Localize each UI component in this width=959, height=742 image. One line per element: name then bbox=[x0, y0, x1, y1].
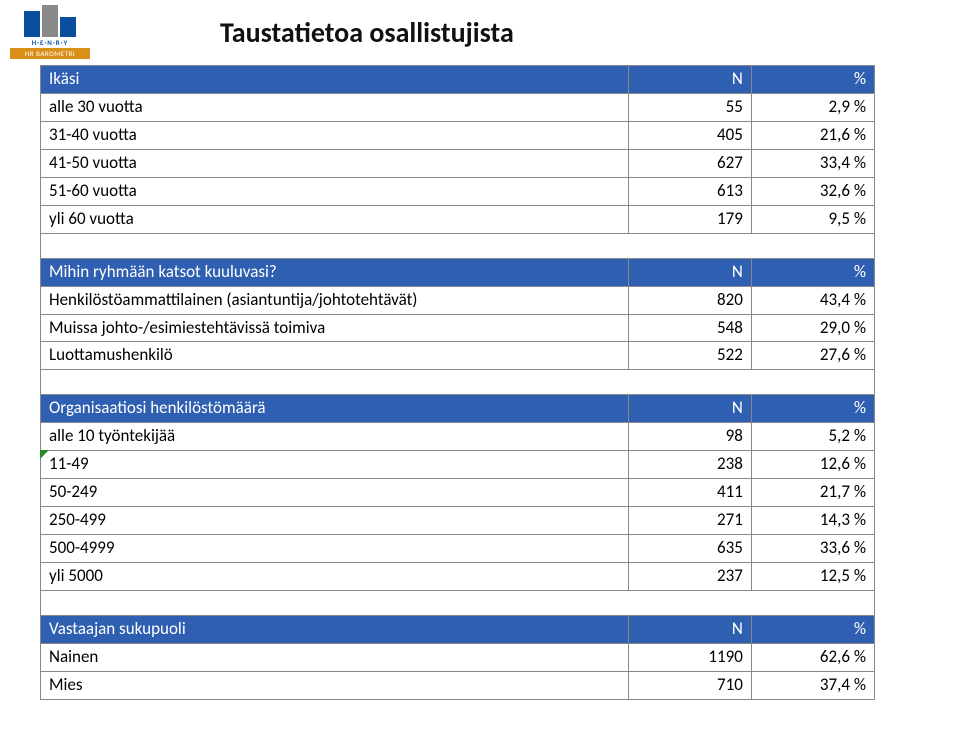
row-n: 271 bbox=[628, 507, 751, 535]
blank-row bbox=[41, 233, 875, 258]
row-pct: 21,6 % bbox=[751, 121, 874, 149]
table-row: Henkilöstöammattilainen (asiantuntija/jo… bbox=[41, 286, 875, 314]
logo-brand: H·E·N·R·Y bbox=[10, 38, 90, 47]
header-n: N bbox=[628, 258, 751, 286]
table-row: yli 60 vuotta1799,5 % bbox=[41, 205, 875, 233]
table-row: 250-49927114,3 % bbox=[41, 507, 875, 535]
row-label: 11-49 bbox=[41, 451, 629, 479]
table-row: Muissa johto-/esimiestehtävissä toimiva5… bbox=[41, 314, 875, 342]
header-pct: % bbox=[751, 258, 874, 286]
logo-tag: HR BAROMETRI bbox=[10, 48, 90, 59]
row-n: 548 bbox=[628, 314, 751, 342]
row-pct: 37,4 % bbox=[751, 671, 874, 699]
header-n: N bbox=[628, 66, 751, 94]
page-title: Taustatietoa osallistujista bbox=[220, 15, 514, 50]
row-n: 635 bbox=[628, 535, 751, 563]
table-row: Nainen119062,6 % bbox=[41, 643, 875, 671]
row-n: 237 bbox=[628, 563, 751, 591]
row-n: 179 bbox=[628, 205, 751, 233]
row-pct: 27,6 % bbox=[751, 342, 874, 370]
row-pct: 5,2 % bbox=[751, 423, 874, 451]
logo-bar bbox=[24, 11, 40, 37]
header-n: N bbox=[628, 615, 751, 643]
header-pct: % bbox=[751, 66, 874, 94]
row-label: Henkilöstöammattilainen (asiantuntija/jo… bbox=[41, 286, 629, 314]
row-label: 250-499 bbox=[41, 507, 629, 535]
row-pct: 21,7 % bbox=[751, 479, 874, 507]
row-label: 41-50 vuotta bbox=[41, 149, 629, 177]
blank-cell bbox=[41, 233, 875, 258]
row-label: Luottamushenkilö bbox=[41, 342, 629, 370]
row-pct: 9,5 % bbox=[751, 205, 874, 233]
row-n: 627 bbox=[628, 149, 751, 177]
section-header: IkäsiN% bbox=[41, 66, 875, 94]
logo: H·E·N·R·Y HR BAROMETRI bbox=[10, 5, 90, 59]
row-n: 98 bbox=[628, 423, 751, 451]
table-row: 500-499963533,6 % bbox=[41, 535, 875, 563]
table-row: alle 10 työntekijää985,2 % bbox=[41, 423, 875, 451]
row-label: 31-40 vuotta bbox=[41, 121, 629, 149]
row-label: Nainen bbox=[41, 643, 629, 671]
blank-cell bbox=[41, 590, 875, 615]
row-label: yli 5000 bbox=[41, 563, 629, 591]
table-row: 50-24941121,7 % bbox=[41, 479, 875, 507]
row-label: yli 60 vuotta bbox=[41, 205, 629, 233]
table-row: 11-4923812,6 % bbox=[41, 451, 875, 479]
table-row: alle 30 vuotta552,9 % bbox=[41, 93, 875, 121]
row-pct: 29,0 % bbox=[751, 314, 874, 342]
row-label: alle 30 vuotta bbox=[41, 93, 629, 121]
section-header: Vastaajan sukupuoliN% bbox=[41, 615, 875, 643]
row-pct: 14,3 % bbox=[751, 507, 874, 535]
section-header: Mihin ryhmään katsot kuuluvasi?N% bbox=[41, 258, 875, 286]
table-row: 41-50 vuotta62733,4 % bbox=[41, 149, 875, 177]
header-n: N bbox=[628, 395, 751, 423]
logo-bars bbox=[10, 5, 90, 37]
row-pct: 12,5 % bbox=[751, 563, 874, 591]
row-label: alle 10 työntekijää bbox=[41, 423, 629, 451]
section-header: Organisaatiosi henkilöstömääräN% bbox=[41, 395, 875, 423]
row-n: 820 bbox=[628, 286, 751, 314]
data-table: IkäsiN%alle 30 vuotta552,9 %31-40 vuotta… bbox=[40, 65, 875, 700]
row-pct: 43,4 % bbox=[751, 286, 874, 314]
table-row: Luottamushenkilö52227,6 % bbox=[41, 342, 875, 370]
header-pct: % bbox=[751, 395, 874, 423]
logo-bar bbox=[42, 5, 58, 37]
row-n: 613 bbox=[628, 177, 751, 205]
row-n: 522 bbox=[628, 342, 751, 370]
row-n: 710 bbox=[628, 671, 751, 699]
row-n: 405 bbox=[628, 121, 751, 149]
header-label: Mihin ryhmään katsot kuuluvasi? bbox=[41, 258, 629, 286]
row-pct: 32,6 % bbox=[751, 177, 874, 205]
row-n: 411 bbox=[628, 479, 751, 507]
row-n: 1190 bbox=[628, 643, 751, 671]
row-pct: 62,6 % bbox=[751, 643, 874, 671]
row-label: Mies bbox=[41, 671, 629, 699]
header-label: Organisaatiosi henkilöstömäärä bbox=[41, 395, 629, 423]
table-row: 31-40 vuotta40521,6 % bbox=[41, 121, 875, 149]
row-pct: 2,9 % bbox=[751, 93, 874, 121]
table-row: 51-60 vuotta61332,6 % bbox=[41, 177, 875, 205]
row-n: 238 bbox=[628, 451, 751, 479]
blank-row bbox=[41, 370, 875, 395]
logo-bar bbox=[60, 17, 76, 37]
header-label: Vastaajan sukupuoli bbox=[41, 615, 629, 643]
row-label: 500-4999 bbox=[41, 535, 629, 563]
row-pct: 12,6 % bbox=[751, 451, 874, 479]
header-label: Ikäsi bbox=[41, 66, 629, 94]
table-row: yli 500023712,5 % bbox=[41, 563, 875, 591]
row-pct: 33,4 % bbox=[751, 149, 874, 177]
row-n: 55 bbox=[628, 93, 751, 121]
row-pct: 33,6 % bbox=[751, 535, 874, 563]
table-row: Mies71037,4 % bbox=[41, 671, 875, 699]
row-label: 50-249 bbox=[41, 479, 629, 507]
blank-cell bbox=[41, 370, 875, 395]
blank-row bbox=[41, 590, 875, 615]
header-pct: % bbox=[751, 615, 874, 643]
row-label: 51-60 vuotta bbox=[41, 177, 629, 205]
row-label: Muissa johto-/esimiestehtävissä toimiva bbox=[41, 314, 629, 342]
